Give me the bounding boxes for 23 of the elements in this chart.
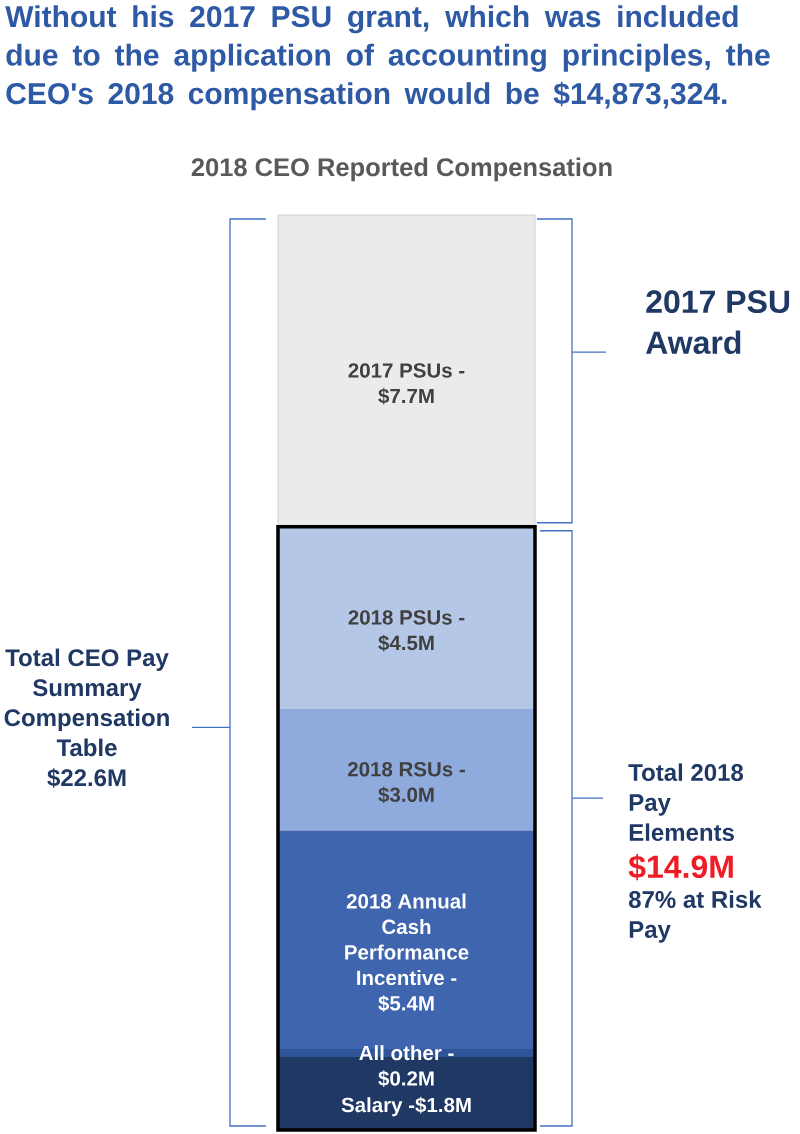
data-label: $0.2M — [378, 1070, 434, 1088]
data-label: $1.8M — [415, 1096, 471, 1114]
series-label: All other - — [359, 1045, 454, 1061]
series-label: 2017 PSUs - — [348, 363, 465, 378]
data-label: $7.7M — [378, 387, 434, 405]
series-label: 2018 Annual Cash Performance Incentive - — [345, 893, 469, 986]
text: Total CEO Pay Summary Compensation Table — [4, 648, 169, 757]
text: Total 2018 Pay Elements — [628, 763, 744, 842]
data-label: $3.0M — [378, 786, 434, 804]
text: $22.6M — [47, 768, 126, 788]
text: 87% at Risk Pay — [628, 890, 762, 943]
text: $14.9M — [628, 854, 733, 881]
chart-subtitle: 2018 CEO Reported Compensation — [191, 157, 612, 182]
series-label: Salary - — [341, 1097, 415, 1117]
data-label: $5.4M — [378, 995, 434, 1012]
bar — [278, 708, 535, 831]
bar — [278, 526, 535, 709]
bar — [277, 214, 536, 528]
data-label: $4.5M — [378, 634, 434, 652]
text: 2017 PSU Award — [646, 290, 790, 355]
series-label: 2018 RSUs - — [347, 762, 465, 777]
chart-title: Without his 2017 PSU grant, which was included due to the application of accounting principles, the CEO's 2018 compensation would be $14,873,324. — [5, 5, 770, 111]
series-label: 2018 PSUs - — [348, 610, 465, 625]
